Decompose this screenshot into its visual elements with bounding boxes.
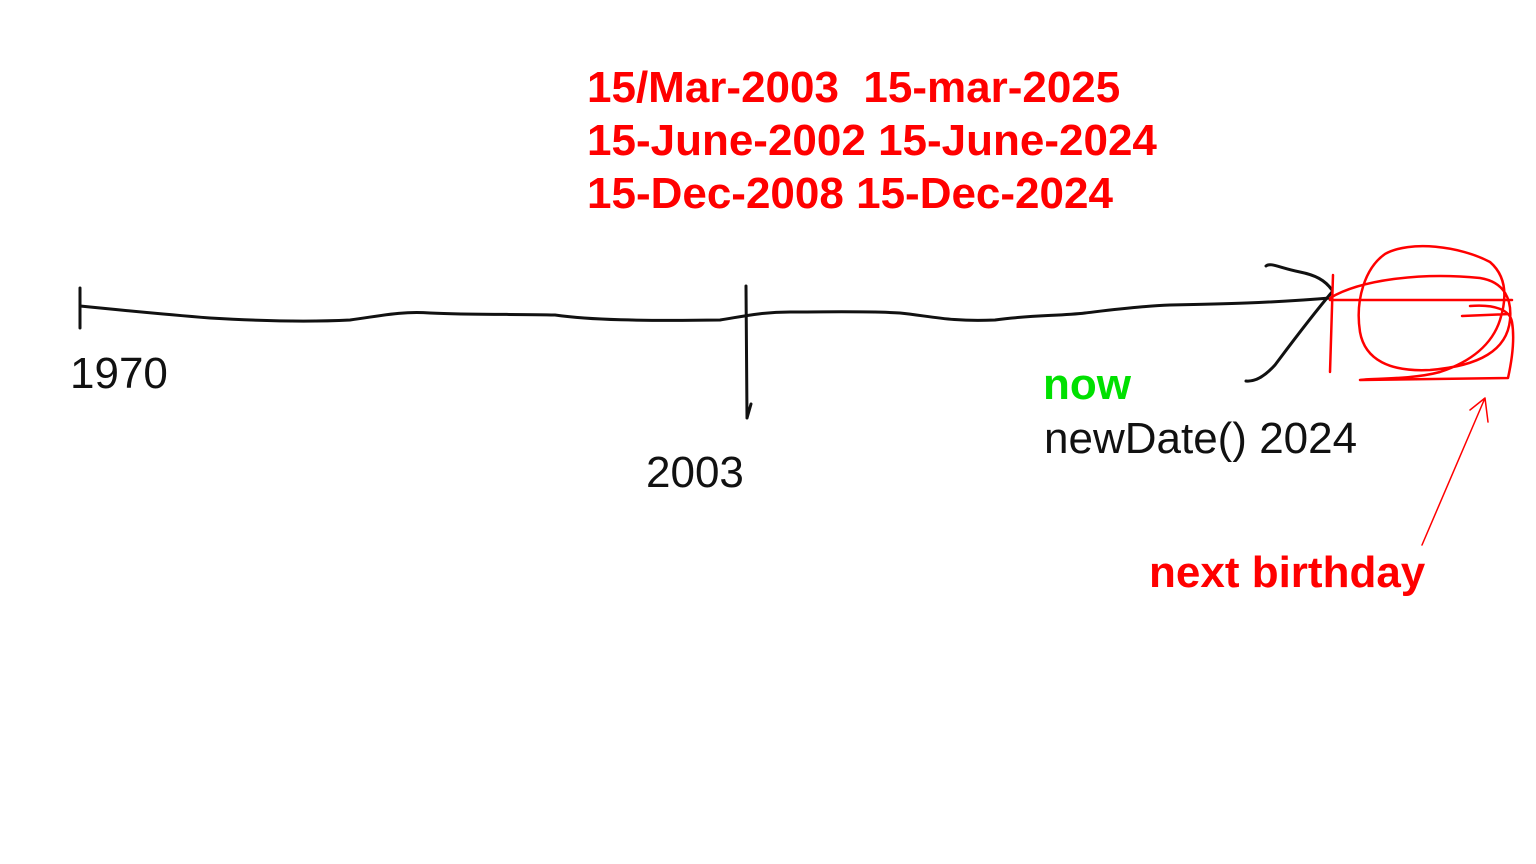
next-birthday-label: next birthday: [1149, 548, 1426, 597]
timeline-start-label: 1970: [70, 349, 168, 398]
now-arrowhead: [1264, 263, 1334, 292]
birth-date: 15/Mar-2003: [587, 63, 839, 112]
timeline-line: [78, 296, 1332, 323]
next-birthday-scribble: [1328, 244, 1515, 382]
date-pair-row-1: 15/Mar-2003 15-mar-2025: [587, 66, 1120, 110]
mid-marker: [744, 284, 753, 420]
next-birthday-arrow: [1421, 397, 1489, 546]
now-pointer: [1244, 290, 1334, 383]
date-pair-row-2: 15-June-2002 15-June-2024: [587, 119, 1157, 163]
next-date: 15-mar-2025: [863, 63, 1121, 112]
birth-date: 15-June-2002: [587, 116, 866, 165]
next-date: 15-June-2024: [878, 116, 1157, 165]
now-expression: newDate() 2024: [1044, 414, 1358, 463]
now-label: now: [1043, 360, 1131, 409]
date-pair-row-3: 15-Dec-2008 15-Dec-2024: [587, 172, 1113, 216]
birth-date: 15-Dec-2008: [587, 169, 844, 218]
next-date: 15-Dec-2024: [856, 169, 1113, 218]
timeline-mid-label: 2003: [646, 448, 744, 497]
